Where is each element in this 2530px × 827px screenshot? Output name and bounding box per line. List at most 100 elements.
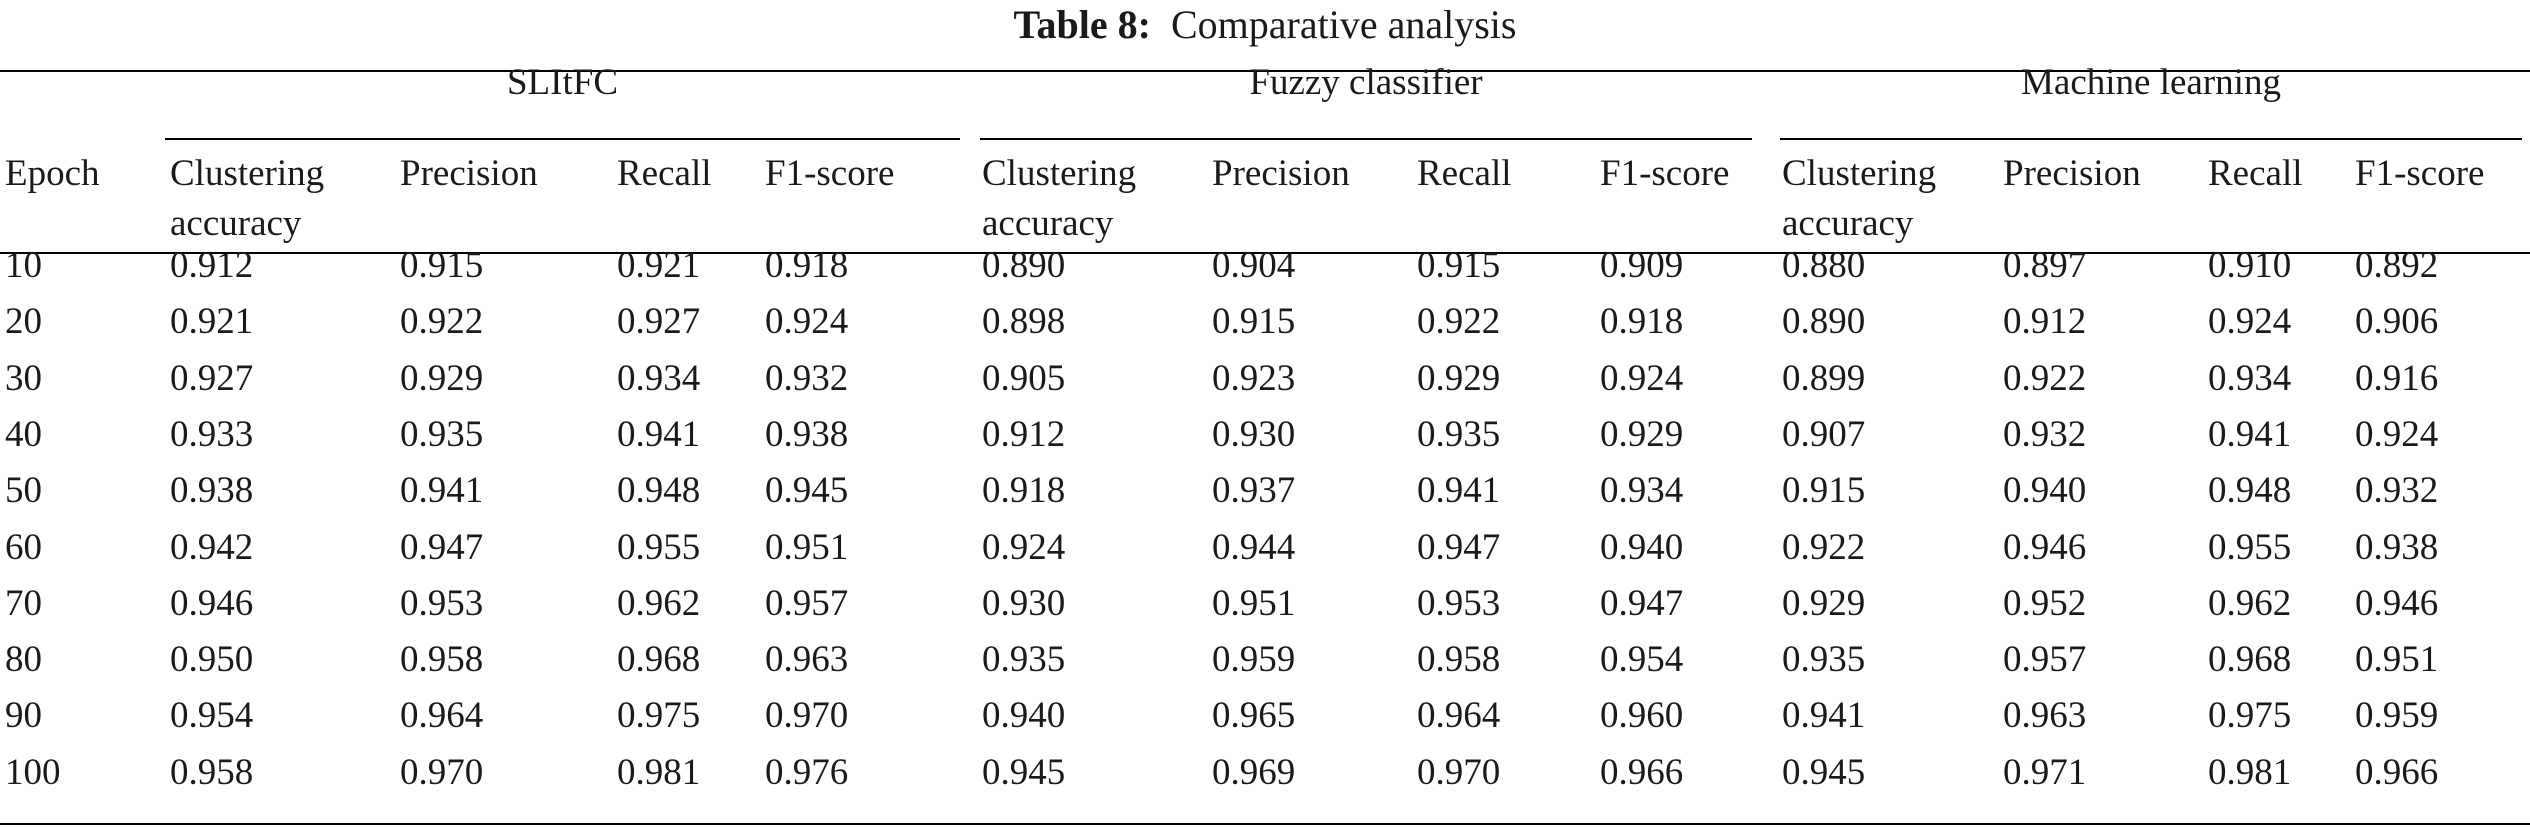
value-cell: 0.929 xyxy=(1417,357,1501,399)
value-cell: 0.941 xyxy=(2208,413,2292,455)
column-header-line2: accuracy xyxy=(170,203,302,244)
value-cell: 0.915 xyxy=(1417,245,1501,286)
value-cell: 0.958 xyxy=(170,751,254,793)
value-cell: 0.941 xyxy=(400,470,484,512)
epoch-cell: 40 xyxy=(5,413,42,455)
value-cell: 0.935 xyxy=(400,413,484,455)
value-cell: 0.975 xyxy=(617,695,701,737)
value-cell: 0.915 xyxy=(1782,470,1866,512)
value-cell: 0.968 xyxy=(617,639,701,681)
value-cell: 0.947 xyxy=(400,526,484,568)
value-cell: 0.969 xyxy=(1212,751,1296,793)
value-cell: 0.963 xyxy=(765,639,849,681)
column-header-line1: Precision xyxy=(2003,153,2141,194)
value-cell: 0.960 xyxy=(1600,695,1684,737)
value-cell: 0.935 xyxy=(982,639,1066,681)
group-rule-1 xyxy=(165,138,960,140)
value-cell: 0.940 xyxy=(982,695,1066,737)
epoch-cell: 80 xyxy=(5,639,42,681)
value-cell: 0.957 xyxy=(2003,639,2087,681)
value-cell: 0.964 xyxy=(400,695,484,737)
value-cell: 0.966 xyxy=(2355,751,2439,793)
value-cell: 0.934 xyxy=(617,357,701,399)
value-cell: 0.945 xyxy=(765,470,849,512)
bottom-rule xyxy=(0,823,2530,825)
value-cell: 0.915 xyxy=(400,245,484,286)
value-cell: 0.918 xyxy=(765,245,849,286)
value-cell: 0.929 xyxy=(400,357,484,399)
value-cell: 0.934 xyxy=(2208,357,2292,399)
group-rule-2 xyxy=(980,138,1752,140)
value-cell: 0.952 xyxy=(2003,582,2087,624)
value-cell: 0.890 xyxy=(1782,301,1866,343)
epoch-cell: 70 xyxy=(5,582,42,624)
value-cell: 0.947 xyxy=(1600,582,1684,624)
value-cell: 0.947 xyxy=(1417,526,1501,568)
value-cell: 0.912 xyxy=(982,413,1066,455)
value-cell: 0.981 xyxy=(617,751,701,793)
value-cell: 0.955 xyxy=(2208,526,2292,568)
value-cell: 0.922 xyxy=(400,301,484,343)
value-cell: 0.935 xyxy=(1782,639,1866,681)
column-header-line1: F1-score xyxy=(2355,153,2485,194)
epoch-cell: 30 xyxy=(5,357,42,399)
group-header-2: Fuzzy classifier xyxy=(1249,62,1483,103)
value-cell: 0.924 xyxy=(765,301,849,343)
value-cell: 0.946 xyxy=(2355,582,2439,624)
value-cell: 0.898 xyxy=(982,301,1066,343)
value-cell: 0.962 xyxy=(2208,582,2292,624)
value-cell: 0.944 xyxy=(1212,526,1296,568)
value-cell: 0.946 xyxy=(2003,526,2087,568)
value-cell: 0.965 xyxy=(1212,695,1296,737)
group-header-1: SLItFC xyxy=(506,62,619,103)
value-cell: 0.940 xyxy=(1600,526,1684,568)
value-cell: 0.966 xyxy=(1600,751,1684,793)
value-cell: 0.945 xyxy=(982,751,1066,793)
value-cell: 0.890 xyxy=(982,245,1066,286)
value-cell: 0.938 xyxy=(2355,526,2439,568)
epoch-header: Epoch xyxy=(5,153,100,194)
top-rule xyxy=(0,70,2530,72)
column-header-line1: Recall xyxy=(2208,153,2303,194)
value-cell: 0.953 xyxy=(1417,582,1501,624)
value-cell: 0.923 xyxy=(1212,357,1296,399)
value-cell: 0.941 xyxy=(1417,470,1501,512)
value-cell: 0.941 xyxy=(617,413,701,455)
value-cell: 0.954 xyxy=(1600,639,1684,681)
value-cell: 0.942 xyxy=(170,526,254,568)
value-cell: 0.958 xyxy=(400,639,484,681)
column-header-line1: Clustering xyxy=(982,153,1137,194)
column-header-line1: Clustering xyxy=(1782,153,1937,194)
value-cell: 0.932 xyxy=(2355,470,2439,512)
value-cell: 0.955 xyxy=(617,526,701,568)
value-cell: 0.930 xyxy=(1212,413,1296,455)
value-cell: 0.927 xyxy=(617,301,701,343)
value-cell: 0.934 xyxy=(1600,470,1684,512)
value-cell: 0.938 xyxy=(170,470,254,512)
value-cell: 0.912 xyxy=(170,245,254,286)
value-cell: 0.924 xyxy=(2208,301,2292,343)
value-cell: 0.981 xyxy=(2208,751,2292,793)
value-cell: 0.892 xyxy=(2355,245,2439,286)
value-cell: 0.959 xyxy=(2355,695,2439,737)
value-cell: 0.950 xyxy=(170,639,254,681)
value-cell: 0.905 xyxy=(982,357,1066,399)
column-header-line1: Clustering xyxy=(170,153,325,194)
value-cell: 0.938 xyxy=(765,413,849,455)
value-cell: 0.975 xyxy=(2208,695,2292,737)
value-cell: 0.912 xyxy=(2003,301,2087,343)
value-cell: 0.910 xyxy=(2208,245,2292,286)
value-cell: 0.907 xyxy=(1782,413,1866,455)
column-header-line1: Recall xyxy=(617,153,712,194)
value-cell: 0.941 xyxy=(1782,695,1866,737)
value-cell: 0.948 xyxy=(617,470,701,512)
value-cell: 0.924 xyxy=(982,526,1066,568)
value-cell: 0.971 xyxy=(2003,751,2087,793)
value-cell: 0.916 xyxy=(2355,357,2439,399)
value-cell: 0.951 xyxy=(1212,582,1296,624)
value-cell: 0.930 xyxy=(982,582,1066,624)
value-cell: 0.970 xyxy=(1417,751,1501,793)
value-cell: 0.924 xyxy=(2355,413,2439,455)
caption-label: Table 8: xyxy=(1013,2,1151,47)
epoch-cell: 10 xyxy=(5,245,42,286)
